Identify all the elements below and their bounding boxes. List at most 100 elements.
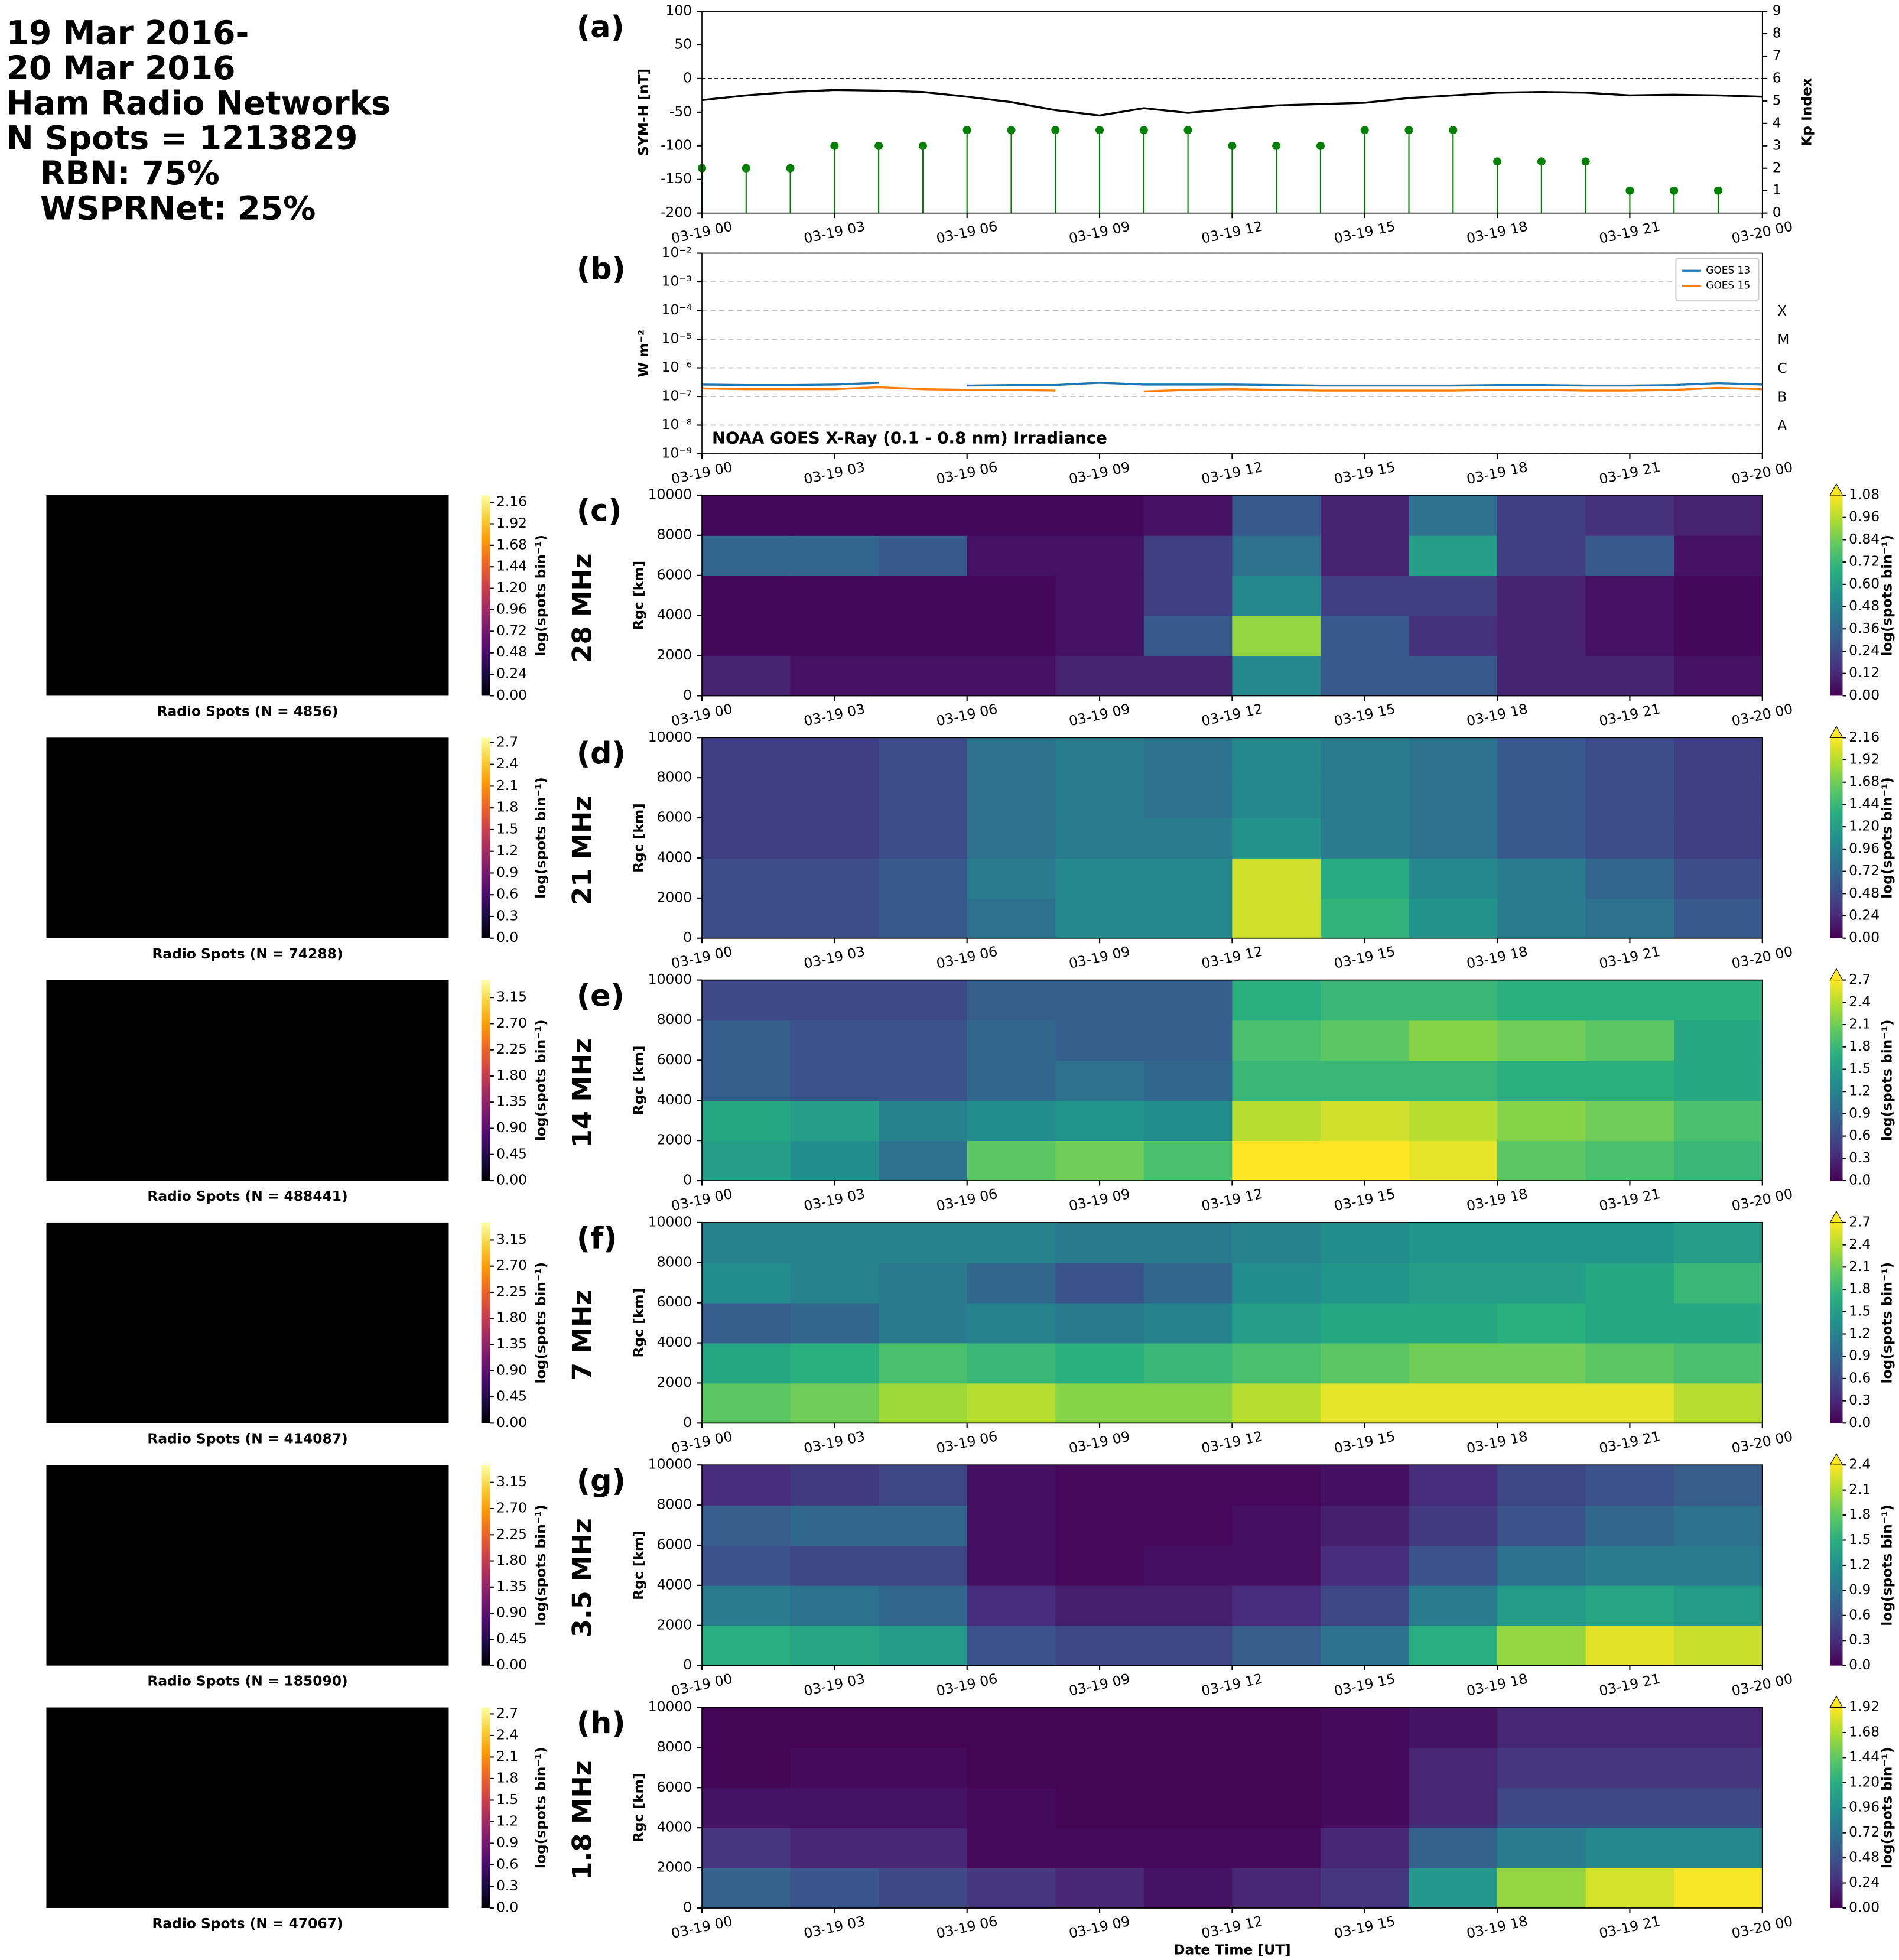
- heat-cell: [879, 737, 968, 779]
- colorbar-tick-label: 2.4: [1849, 993, 1871, 1010]
- heat-cell: [1320, 575, 1410, 616]
- heat-cell: [879, 778, 968, 818]
- colorbar-tick-label: 1.2: [1849, 1325, 1871, 1341]
- colorbar-tick-label: 0.3: [1849, 1392, 1871, 1408]
- heat-cell: [1055, 1383, 1144, 1424]
- heat-cell: [702, 535, 791, 576]
- x-tick-label: 03-19 15: [1332, 1428, 1396, 1457]
- heat-cell: [702, 980, 791, 1021]
- y-tick-label: 10⁻²: [662, 244, 692, 261]
- band-label: 21 MHz: [567, 796, 598, 905]
- heat-cell: [1232, 495, 1321, 536]
- heat-cell: [1497, 737, 1586, 779]
- heat-cell: [967, 857, 1056, 899]
- stem-marker: [830, 141, 839, 150]
- band-label: 14 MHz: [567, 1038, 598, 1148]
- colorbar-tick-label: 2.16: [496, 493, 527, 510]
- x-tick-label: 03-20 00: [1730, 1913, 1794, 1942]
- y-tick-label: 10⁻⁵: [662, 330, 692, 347]
- heat-cell: [1674, 1505, 1763, 1546]
- map: [46, 1465, 449, 1666]
- colorbar-tick-label: 1.20: [1849, 1773, 1880, 1790]
- colorbar-tick-label: 0.90: [496, 1361, 527, 1378]
- heat-cell: [790, 655, 879, 697]
- colorbar-tick-label: 0.96: [1849, 1799, 1880, 1815]
- colorbar-tick-label: 1.68: [496, 536, 527, 552]
- heat-cell: [1143, 1707, 1233, 1748]
- series-line: [701, 386, 1056, 392]
- colorbar-tick-label: 2.4: [496, 1726, 518, 1743]
- heat-cell: [1055, 1585, 1144, 1626]
- colorbar-tick-label: 2.1: [1849, 1258, 1871, 1275]
- heat-cell: [702, 1262, 791, 1304]
- y-tick-label: 8000: [657, 1011, 692, 1028]
- heat-cell: [1585, 737, 1675, 779]
- heat-cell: [1409, 535, 1498, 576]
- heat-cell: [702, 1100, 791, 1142]
- heat-cell: [1320, 535, 1410, 576]
- colorbar-tick-label: 0.00: [496, 1656, 527, 1673]
- heat-cell: [1674, 857, 1763, 899]
- heat-cell: [879, 898, 968, 939]
- heat-cell: [1674, 495, 1763, 536]
- map-caption: Radio Spots (N = 488441): [147, 1188, 347, 1204]
- colorbar-tick-label: 0.0: [1849, 1172, 1871, 1188]
- y-tick-label: 0: [683, 69, 692, 86]
- colorbar-tick-label: 1.44: [1849, 1748, 1880, 1765]
- panel-label: (d): [577, 736, 626, 771]
- heat-cell: [1232, 1262, 1321, 1304]
- heat-cell: [1585, 1787, 1675, 1829]
- colorbar-tick-label: 0.9: [1849, 1581, 1871, 1598]
- heat-cell: [967, 1868, 1056, 1909]
- heat-cell: [1409, 575, 1498, 616]
- heat-cell: [1143, 1787, 1233, 1829]
- colorbar-tick-label: 1.20: [496, 579, 527, 596]
- heat-cell: [1585, 1100, 1675, 1142]
- colorbar-tick-label: 1.35: [496, 1578, 527, 1594]
- heat-cell: [702, 1707, 791, 1748]
- heat-cell: [1320, 1465, 1410, 1506]
- heat-cell: [1497, 1343, 1586, 1384]
- heat-cell: [1143, 1465, 1233, 1506]
- colorbar-tick-label: 1.8: [1849, 1280, 1871, 1297]
- heat-cell: [1320, 1707, 1410, 1748]
- heat-cell: [1232, 898, 1321, 939]
- stem-marker: [1449, 126, 1458, 135]
- heat-cell: [1320, 615, 1410, 656]
- heat-cell: [1585, 655, 1675, 697]
- colorbar-tick-label: 2.7: [496, 733, 518, 750]
- heat-cell: [1055, 980, 1144, 1021]
- heat-cell: [879, 1222, 968, 1263]
- heat-cell: [1497, 778, 1586, 818]
- x-tick-label: 03-19 12: [1200, 459, 1264, 487]
- colorbar-label: log(spots bin⁻¹): [1878, 1504, 1895, 1626]
- colorbar-tick-label: 1.8: [1849, 1038, 1871, 1054]
- colorbar-tick-label: 0.48: [496, 643, 527, 660]
- heat-cell: [790, 1100, 879, 1142]
- heat-cell: [702, 615, 791, 656]
- y-tick-label: 0: [683, 929, 692, 945]
- header-line: WSPRNet: 25%: [40, 190, 316, 228]
- colorbar-tick-label: 2.4: [1849, 1236, 1871, 1252]
- heat-cell: [967, 1302, 1056, 1344]
- heat-cell: [1143, 737, 1233, 779]
- map: [46, 1707, 449, 1908]
- heat-cell: [1143, 655, 1233, 697]
- heat-cell: [967, 1545, 1056, 1586]
- heat-cell: [1409, 1140, 1498, 1181]
- x-tick-label: 03-19 21: [1598, 1913, 1661, 1942]
- x-tick-label: 03-19 00: [669, 1670, 733, 1699]
- x-tick-label: 03-20 00: [1730, 459, 1794, 487]
- colorbar-tick-label: 1.8: [1849, 1506, 1871, 1523]
- heat-cell: [790, 1625, 879, 1666]
- map: [46, 737, 449, 938]
- colorbar: [1830, 1222, 1843, 1423]
- heat-cell: [1320, 1505, 1410, 1546]
- heat-cell: [1674, 1222, 1763, 1263]
- y-tick-label: 0: [683, 1414, 692, 1431]
- class-label: M: [1777, 331, 1789, 348]
- heat-cell: [1497, 1787, 1586, 1829]
- heat-cell: [879, 1707, 968, 1748]
- colorbar-tick-label: 2.1: [496, 777, 518, 794]
